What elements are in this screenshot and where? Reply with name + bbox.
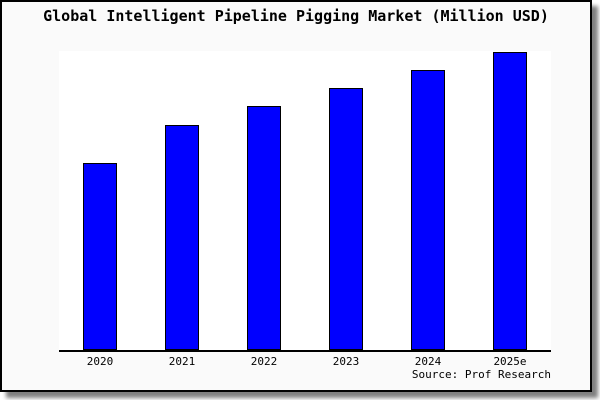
chart-title: Global Intelligent Pipeline Pigging Mark…	[43, 7, 549, 25]
x-tick-label: 2024	[414, 355, 442, 368]
bar	[411, 69, 445, 350]
bar	[247, 105, 281, 350]
bar	[82, 162, 117, 350]
x-tick-label: 2020	[86, 355, 114, 368]
x-tick-label: 2021	[168, 355, 196, 368]
chart-window: Global Intelligent Pipeline Pigging Mark…	[0, 0, 592, 392]
x-axis-labels: 2020 2021 2022 2023 2024 2025e	[59, 355, 551, 369]
x-tick-label: 2023	[332, 355, 360, 368]
bar	[165, 124, 199, 350]
source-caption: Source: Prof Research	[411, 368, 551, 381]
x-tick-label: 2022	[250, 355, 278, 368]
plot-area	[59, 51, 551, 352]
bar	[492, 52, 527, 350]
bar	[329, 87, 363, 350]
x-tick-label: 2025e	[493, 355, 527, 368]
